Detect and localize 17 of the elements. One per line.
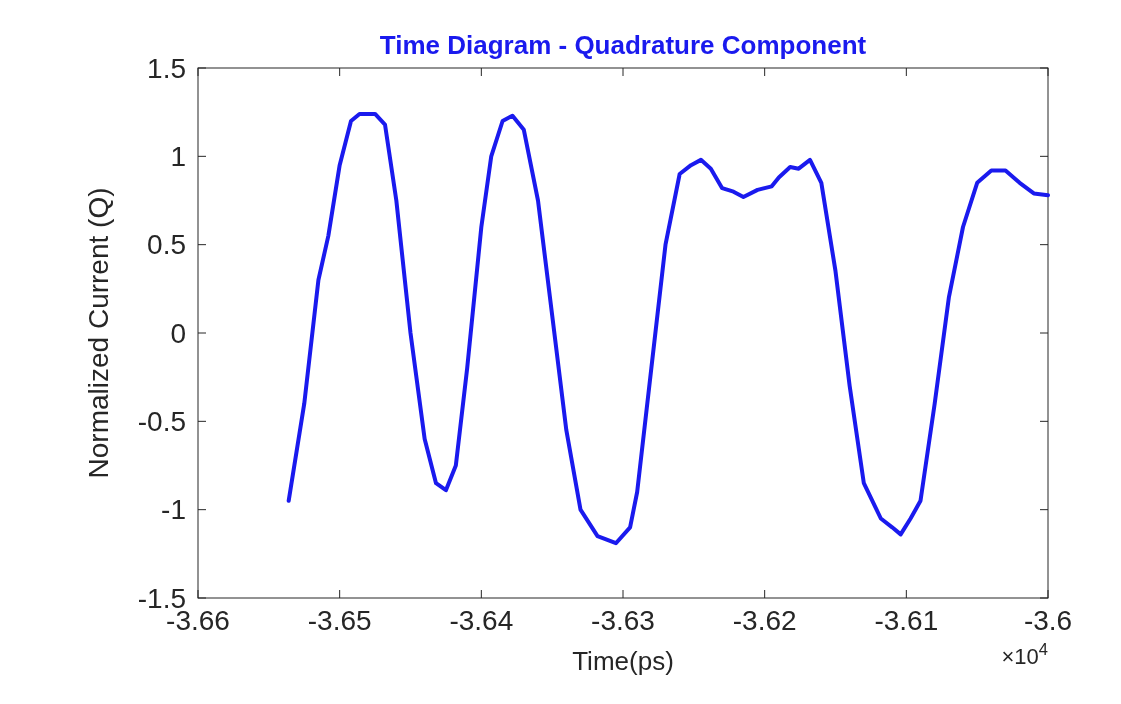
y-tick-label: 0 xyxy=(170,317,186,349)
x-tick-label: -3.62 xyxy=(732,605,797,636)
text: ×10$^{4}$ xyxy=(1001,640,1048,669)
x-tick-label: -3.65 xyxy=(307,605,372,636)
y-tick-label: -1 xyxy=(161,494,186,526)
x-tick-label: -3.63 xyxy=(591,605,655,636)
x-tick-label: -3.64 xyxy=(449,605,514,636)
line-series xyxy=(286,111,1050,546)
y-tick-label: -0.5 xyxy=(137,406,186,438)
x-axis-title: Time(ps) xyxy=(572,646,674,676)
y-tick-label: 0.5 xyxy=(147,229,186,261)
x-tick-label: -3.6 xyxy=(1023,605,1073,636)
y-tick-label: 1 xyxy=(170,141,186,173)
chart-title: Time Diagram - Quadrature Component xyxy=(379,30,867,60)
x-tick-label: -3.61 xyxy=(874,605,939,636)
y-axis-title: Normalized Current (Q) xyxy=(83,187,114,479)
y-tick-label: 1.5 xyxy=(147,52,186,84)
